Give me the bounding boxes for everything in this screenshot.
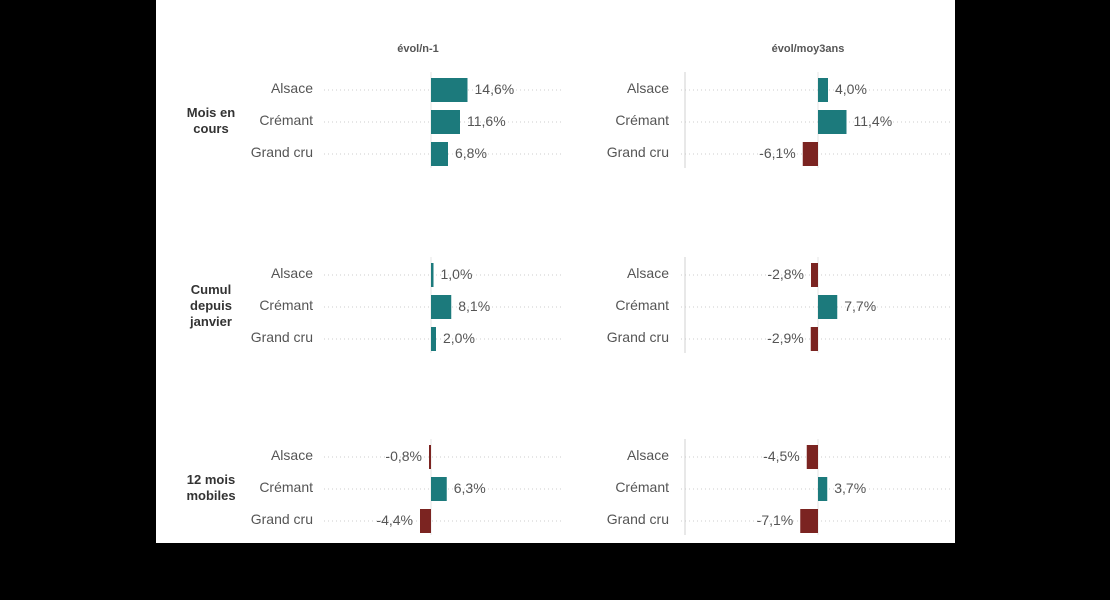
bar <box>429 445 431 469</box>
group-label: janvier <box>189 314 232 329</box>
category-label: Crémant <box>259 297 313 313</box>
bar <box>431 78 468 102</box>
data-label: 2,0% <box>443 330 475 346</box>
category-label: Grand cru <box>607 144 669 160</box>
data-label: 14,6% <box>475 81 515 97</box>
category-label: Alsace <box>271 265 313 281</box>
data-label: 4,0% <box>835 81 867 97</box>
bar <box>431 110 460 134</box>
category-label: Alsace <box>627 447 669 463</box>
data-label: -4,4% <box>376 512 413 528</box>
bar <box>810 327 818 351</box>
category-label: Grand cru <box>607 511 669 527</box>
category-label: Alsace <box>271 447 313 463</box>
data-label: -6,1% <box>759 145 796 161</box>
data-label: 11,6% <box>467 113 506 129</box>
data-label: -4,5% <box>763 448 800 464</box>
group-label: Cumul <box>191 282 231 297</box>
category-label: Grand cru <box>607 329 669 345</box>
category-label: Grand cru <box>251 511 313 527</box>
bar <box>420 509 431 533</box>
category-label: Alsace <box>271 80 313 96</box>
column-header-moy3: évol/moy3ans <box>772 43 845 55</box>
data-label: -2,9% <box>767 330 804 346</box>
data-label: 11,4% <box>854 113 893 129</box>
category-label: Crémant <box>615 112 669 128</box>
data-label: 7,7% <box>844 298 876 314</box>
data-label: 1,0% <box>441 266 473 282</box>
data-label: 6,3% <box>454 480 486 496</box>
group-label: cours <box>193 121 228 136</box>
data-label: 8,1% <box>458 298 490 314</box>
group-label: 12 mois <box>187 472 235 487</box>
category-label: Alsace <box>627 80 669 96</box>
bar <box>818 295 838 319</box>
bar <box>806 445 818 469</box>
category-label: Alsace <box>627 265 669 281</box>
bar <box>802 142 818 166</box>
bar <box>431 263 434 287</box>
data-label: -2,8% <box>767 266 804 282</box>
chart-panel: évol/n-1 évol/moy3ans Mois en cours Alsace 14… <box>156 0 955 543</box>
column-header-n1: évol/n-1 <box>397 43 439 55</box>
bar <box>800 509 818 533</box>
bar <box>818 110 847 134</box>
data-label: 6,8% <box>455 145 487 161</box>
category-label: Grand cru <box>251 144 313 160</box>
group-label: mobiles <box>186 488 235 503</box>
bar <box>811 263 818 287</box>
bar <box>431 477 447 501</box>
bar <box>818 78 828 102</box>
category-label: Crémant <box>615 479 669 495</box>
data-label: 3,7% <box>834 480 866 496</box>
bar <box>431 295 452 319</box>
category-label: Grand cru <box>251 329 313 345</box>
category-label: Crémant <box>259 479 313 495</box>
category-label: Crémant <box>615 297 669 313</box>
data-label: -0,8% <box>385 448 422 464</box>
bar <box>431 327 436 351</box>
bar <box>818 477 828 501</box>
bar <box>431 142 448 166</box>
data-label: -7,1% <box>757 512 794 528</box>
group-label: depuis <box>190 298 232 313</box>
group-label: Mois en <box>187 105 235 120</box>
category-label: Crémant <box>259 112 313 128</box>
